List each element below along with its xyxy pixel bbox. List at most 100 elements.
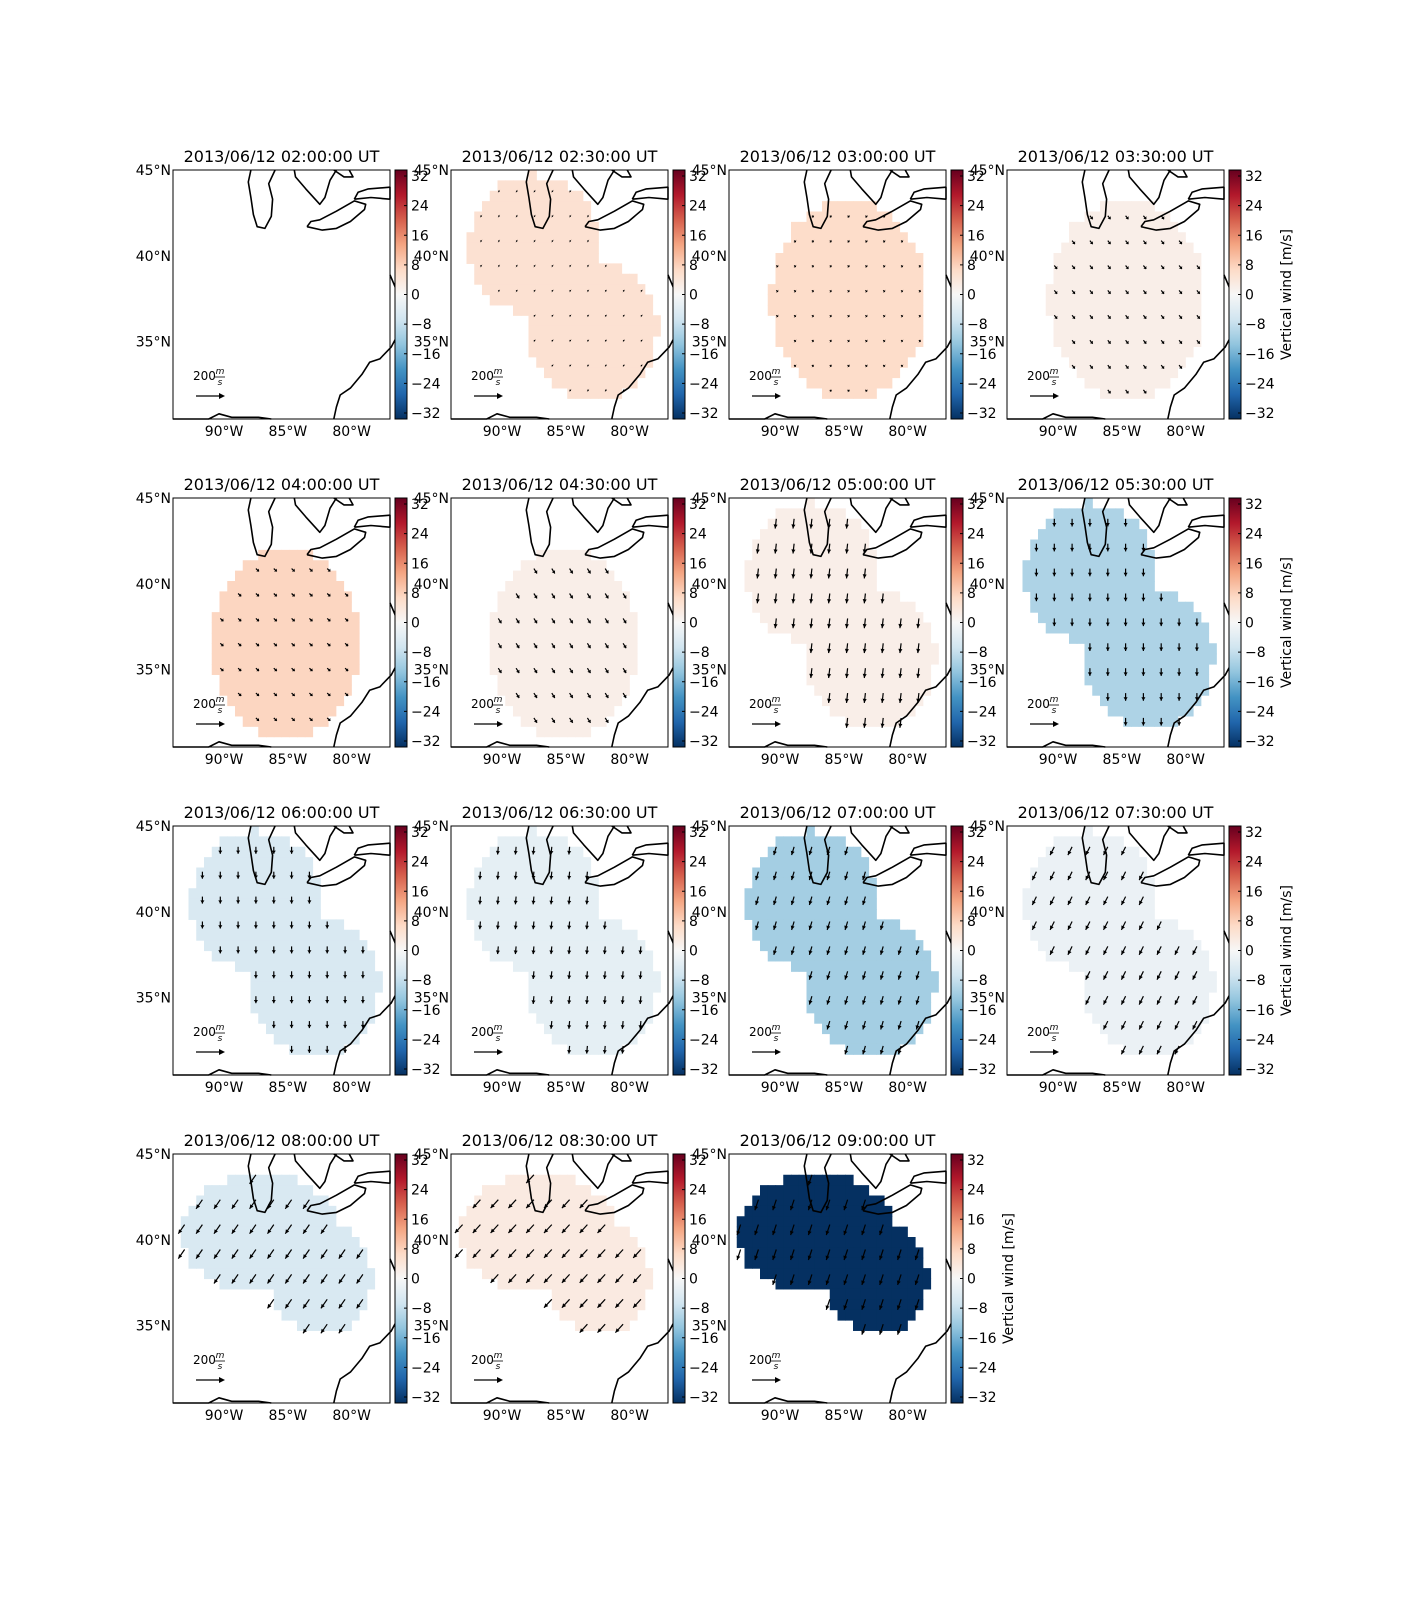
heatmap-cell — [497, 1216, 506, 1228]
heatmap-cell — [1146, 909, 1155, 920]
heatmap-cell — [513, 601, 522, 613]
heatmap-cell — [1154, 315, 1163, 327]
heatmap-cell — [829, 539, 839, 551]
wind-arrow — [1053, 265, 1058, 270]
heatmap-cell — [320, 1288, 329, 1300]
heatmap-cell — [281, 888, 290, 900]
heatmap-cell — [351, 929, 360, 941]
heatmap-cell — [1084, 1002, 1093, 1014]
heatmap-cell — [1107, 632, 1117, 644]
heatmap-cell — [1100, 508, 1109, 520]
heatmap-cell — [767, 560, 777, 572]
heatmap-cell — [845, 857, 854, 869]
heatmap-cell — [1123, 981, 1132, 993]
heatmap-cell — [907, 253, 916, 264]
heatmap-cell — [1123, 929, 1132, 941]
lat-tick-label: 35°N — [136, 663, 171, 679]
heatmap-cell — [837, 539, 846, 551]
colorbar-tick-label: 24 — [1245, 855, 1263, 871]
heatmap-cell — [1162, 294, 1171, 306]
scale-key-value: 200 — [1027, 1025, 1050, 1039]
heatmap-cell — [1146, 664, 1155, 675]
heatmap-cell — [219, 1278, 228, 1290]
lon-tick-label: 85°W — [547, 424, 586, 440]
heatmap-cell — [1115, 940, 1124, 952]
heatmap-cell — [915, 684, 924, 696]
heatmap-cell — [1100, 1002, 1109, 1014]
map-frame — [172, 497, 391, 748]
wind-arrow — [1102, 896, 1109, 906]
heatmap-cell — [281, 1205, 290, 1217]
heatmap-cell — [814, 570, 823, 582]
heatmap-cell — [1100, 560, 1109, 572]
wind-arrow — [1123, 543, 1128, 552]
heatmap-cell — [1107, 539, 1117, 551]
heatmap-cell — [613, 356, 623, 368]
heatmap-cell — [868, 632, 877, 644]
heatmap-cell — [798, 919, 808, 931]
scale-key-unit-den: s — [218, 1034, 223, 1044]
heatmap-cell — [266, 929, 275, 941]
heatmap-cell — [351, 940, 360, 952]
heatmap-cell — [281, 684, 290, 696]
heatmap-cell — [281, 715, 290, 727]
heatmap-cell — [829, 612, 839, 624]
heatmap-cell — [575, 367, 584, 379]
heatmap-cell — [582, 570, 592, 582]
heatmap-cell — [767, 529, 777, 541]
heatmap-cell — [281, 674, 290, 686]
coastline-ontario — [353, 514, 391, 528]
heatmap-cell — [266, 971, 275, 983]
heatmap-cell — [822, 356, 831, 368]
wind-arrow — [1085, 971, 1091, 980]
heatmap-cell — [227, 1237, 236, 1248]
wind-arrow — [531, 996, 536, 1004]
wind-arrow — [302, 1323, 310, 1334]
lat-tick-label: 40°N — [970, 249, 1005, 265]
wind-arrow — [773, 846, 777, 856]
heatmap-cell — [1084, 253, 1093, 264]
heatmap-cell — [1061, 909, 1070, 920]
heatmap-cell — [312, 971, 321, 983]
heatmap-cell — [1154, 294, 1163, 306]
heatmap-cell — [559, 549, 568, 561]
heatmap-cell — [575, 294, 584, 306]
wind-arrow — [755, 921, 759, 931]
heatmap-cell — [868, 570, 877, 582]
lat-tick-label: 45°N — [136, 163, 171, 179]
heatmap-cell — [567, 1195, 576, 1207]
heatmap-cell — [775, 622, 784, 634]
heatmap-cell — [505, 1216, 514, 1228]
heatmap-cell — [1061, 570, 1070, 582]
heatmap-cell — [567, 325, 576, 337]
coastline-ontario — [631, 186, 669, 200]
heatmap-cell — [489, 1257, 499, 1269]
heatmap-cell — [1084, 877, 1093, 889]
heatmap-cell — [366, 992, 376, 1003]
heatmap-cell — [1123, 888, 1132, 900]
heatmap-cell — [235, 1226, 244, 1238]
coastline-gulf — [729, 413, 828, 420]
heatmap-cell — [1162, 1033, 1171, 1045]
wind-arrow — [1070, 593, 1075, 602]
wind-arrow — [267, 1298, 275, 1309]
heatmap-cell — [598, 325, 607, 337]
heatmap-cell — [312, 919, 321, 931]
heatmap-cell — [1061, 581, 1070, 592]
heatmap-cell — [907, 632, 916, 644]
wind-arrow — [273, 642, 278, 647]
heatmap-cell — [281, 591, 290, 603]
panel-title: 2013/06/12 08:00:00 UT — [184, 1131, 380, 1150]
heatmap-cell — [482, 940, 491, 952]
wind-arrow — [880, 643, 885, 654]
heatmap-cell — [791, 539, 800, 551]
heatmap-cell — [598, 981, 607, 993]
heatmap-cell — [907, 315, 916, 327]
colorbar-tick-label: 24 — [411, 199, 429, 215]
heatmap-cell — [1100, 377, 1109, 389]
coastline-ontario — [353, 842, 391, 856]
heatmap-cell — [1185, 940, 1194, 952]
colorbar-tick-label: 32 — [689, 825, 707, 841]
heatmap-cell — [304, 950, 314, 962]
heatmap-cell — [1200, 950, 1210, 962]
